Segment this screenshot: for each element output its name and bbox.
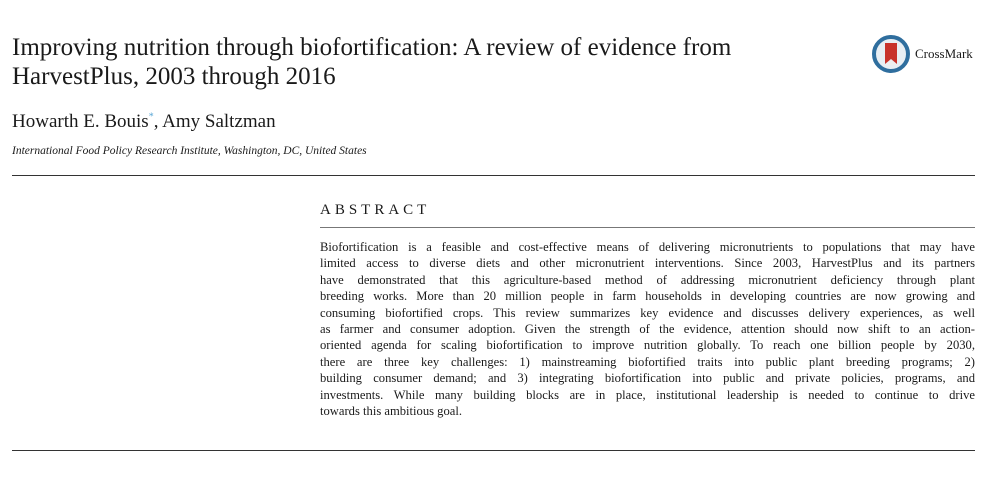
abstract-text: Biofortification is a feasible and cost-… xyxy=(320,239,975,419)
abstract-line: Biofortification is a feasible and cost-… xyxy=(320,240,975,254)
abstract-line: towards this ambitious goal. xyxy=(320,404,463,419)
title-line: Improving nutrition through biofortifica… xyxy=(12,34,732,61)
abstract-line: building consumer demand; and 3) integra… xyxy=(320,371,975,386)
abstract-line: as farmer and consumer adoption. Given t… xyxy=(320,322,975,337)
article-title: Improving nutrition through biofortifica… xyxy=(12,33,731,91)
crossmark-icon xyxy=(872,35,910,73)
crossmark-label: CrossMark xyxy=(915,46,973,61)
author-name[interactable]: Howarth E. Bouis xyxy=(12,111,149,132)
divider xyxy=(12,450,975,451)
abstract-line: limited access to diverse diets and othe… xyxy=(320,256,975,271)
abstract-heading: ABSTRACT xyxy=(320,202,431,218)
affiliation: International Food Policy Research Insti… xyxy=(12,145,367,157)
crossmark-button[interactable]: CrossMark xyxy=(872,35,973,73)
divider xyxy=(12,175,975,176)
abstract-line: have demonstrated that this agriculture-… xyxy=(320,272,975,287)
divider xyxy=(320,227,975,228)
abstract-line: oriented agenda for scaling biofortifica… xyxy=(320,338,975,353)
authors: Howarth E. Bouis*, Amy Saltzman xyxy=(12,111,276,133)
abstract-line: there are three key challenges: 1) mains… xyxy=(320,354,975,369)
title-line: HarvestPlus, 2003 through 2016 xyxy=(12,63,336,90)
corresponding-author-mark[interactable]: * xyxy=(148,111,154,123)
abstract-line: investments. While many building blocks … xyxy=(320,387,975,402)
abstract-line: breeding works. More than 20 million peo… xyxy=(320,289,975,304)
author-name[interactable]: , Amy Saltzman xyxy=(153,111,276,132)
abstract-line: consuming biofortified crops. This revie… xyxy=(320,305,975,320)
